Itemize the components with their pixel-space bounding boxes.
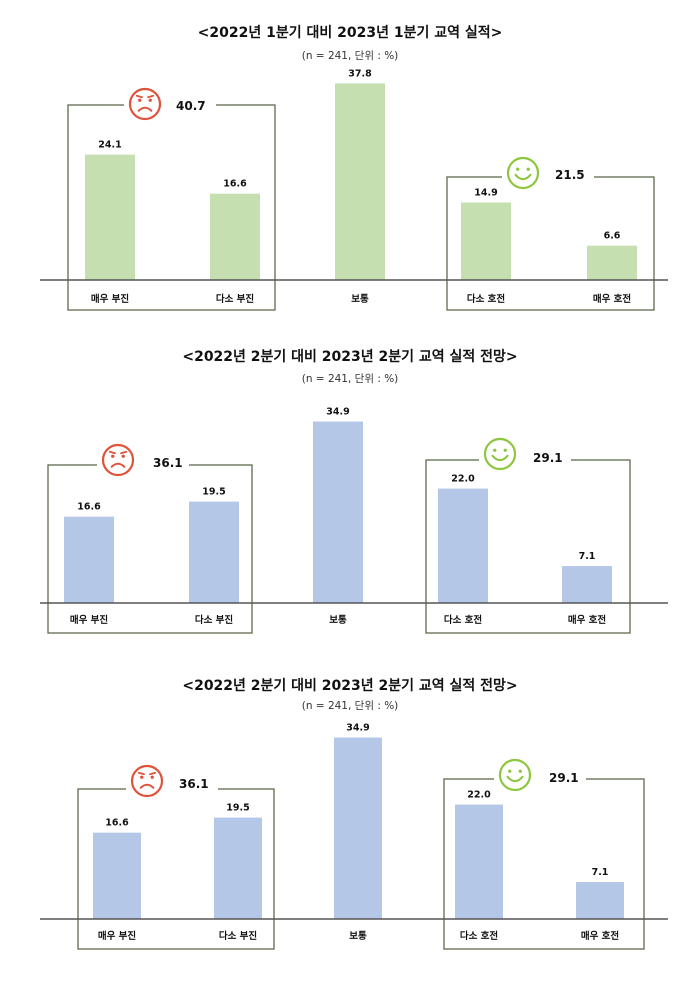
face-brow — [108, 450, 116, 455]
bar-3 — [313, 421, 363, 603]
sad-face-icon — [101, 443, 135, 477]
face-brow — [149, 771, 157, 776]
face-eye — [503, 448, 507, 452]
bar-4 — [461, 202, 511, 280]
face-eye — [516, 167, 520, 171]
face-outline — [130, 764, 164, 798]
data-label: 16.6 — [105, 818, 129, 829]
bar-4 — [455, 804, 503, 919]
chart-subtitle: (n = 241, 단위 : %) — [301, 50, 399, 62]
bar-5 — [587, 245, 637, 280]
group-total-label: 21.5 — [555, 168, 585, 182]
face-brow — [137, 771, 145, 776]
face-brow — [135, 94, 143, 99]
smile-face-icon — [483, 437, 517, 471]
chart-title: <2022년 2분기 대비 2023년 2분기 교역 실적 전망> — [182, 678, 518, 694]
face-outline — [506, 156, 540, 190]
face-outline — [498, 758, 532, 792]
category-tick-label: 다소 호전 — [460, 930, 498, 942]
sad-face-icon — [128, 87, 162, 121]
face-eye — [518, 769, 522, 773]
bar-1 — [64, 516, 114, 603]
face-brow — [147, 94, 155, 99]
face-outline — [101, 443, 135, 477]
bar-2 — [210, 193, 260, 280]
bar-5 — [562, 566, 612, 603]
data-label: 7.1 — [579, 551, 596, 562]
bar-5 — [576, 882, 624, 919]
category-tick-label: 매우 호전 — [593, 293, 631, 305]
chart-title: <2022년 1분기 대비 2023년 1분기 교역 실적> — [197, 25, 503, 41]
face-eye — [508, 769, 512, 773]
face-mouth — [491, 454, 509, 462]
face-eye — [493, 448, 497, 452]
chart-subtitle: (n = 241, 단위 : %) — [301, 700, 399, 712]
category-tick-label: 매우 부진 — [91, 293, 129, 305]
group-total-label: 29.1 — [533, 451, 563, 465]
chart-3: 16.6 매우 부진 19.5 다소 부진 34.9 보통 22.0 다소 호전 7.1 매우 호… — [40, 723, 668, 950]
category-tick-label: 다소 호전 — [444, 614, 482, 626]
data-label: 22.0 — [467, 790, 491, 801]
face-eye — [148, 98, 152, 102]
smile-face-icon — [506, 156, 540, 190]
group-total-label: 36.1 — [179, 777, 209, 791]
category-tick-label: 다소 호전 — [467, 293, 505, 305]
face-mouth — [137, 106, 153, 112]
sad-face-icon — [130, 764, 164, 798]
category-tick-label: 매우 호전 — [568, 614, 606, 626]
face-eye — [140, 775, 144, 779]
data-label: 37.8 — [348, 68, 372, 79]
data-label: 16.6 — [223, 179, 247, 190]
chart-subtitle: (n = 241, 단위 : %) — [301, 373, 399, 385]
chart-panel-1: <2022년 1분기 대비 2023년 1분기 교역 실적> (n = 241,… — [0, 0, 700, 320]
face-outline — [483, 437, 517, 471]
category-tick-label: 다소 부진 — [195, 614, 233, 626]
face-eye — [121, 454, 125, 458]
data-label: 7.1 — [592, 867, 609, 878]
face-outline — [128, 87, 162, 121]
data-label: 34.9 — [326, 407, 349, 418]
bar-2 — [189, 501, 239, 603]
category-tick-label: 매우 부진 — [98, 930, 136, 942]
category-tick-label: 보통 — [329, 615, 347, 626]
data-label: 22.0 — [451, 474, 475, 485]
category-tick-label: 매우 부진 — [70, 614, 108, 626]
data-label: 19.5 — [226, 803, 249, 814]
face-brow — [120, 450, 128, 455]
category-tick-label: 다소 부진 — [216, 293, 254, 305]
face-eye — [526, 167, 530, 171]
face-eye — [150, 775, 154, 779]
bar-1 — [85, 154, 135, 280]
face-eye — [111, 454, 115, 458]
category-tick-label: 매우 호전 — [581, 930, 619, 942]
face-mouth — [139, 783, 155, 789]
category-tick-label: 보통 — [351, 294, 369, 305]
group-total-label: 40.7 — [176, 99, 206, 113]
chart-title: <2022년 2분기 대비 2023년 2분기 교역 실적 전망> — [182, 349, 518, 365]
bar-3 — [335, 83, 385, 280]
category-tick-label: 보통 — [349, 931, 367, 942]
bar-3 — [334, 737, 382, 919]
data-label: 24.1 — [98, 140, 121, 151]
face-mouth — [514, 173, 532, 181]
category-tick-label: 다소 부진 — [219, 930, 257, 942]
group-total-label: 29.1 — [549, 771, 579, 785]
data-label: 14.9 — [474, 188, 497, 199]
chart-2: 16.6 매우 부진 19.5 다소 부진 34.9 보통 22.0 다소 호전 7.1 매우 호… — [40, 407, 668, 634]
bar-1 — [93, 832, 141, 919]
face-eye — [138, 98, 142, 102]
data-label: 19.5 — [202, 487, 225, 498]
bar-4 — [438, 488, 488, 603]
data-label: 16.6 — [77, 502, 101, 513]
group-total-label: 36.1 — [153, 456, 183, 470]
bar-2 — [214, 817, 262, 919]
face-mouth — [110, 462, 126, 468]
smile-face-icon — [498, 758, 532, 792]
face-mouth — [506, 775, 524, 783]
data-label: 6.6 — [604, 231, 621, 242]
data-label: 34.9 — [346, 723, 369, 734]
